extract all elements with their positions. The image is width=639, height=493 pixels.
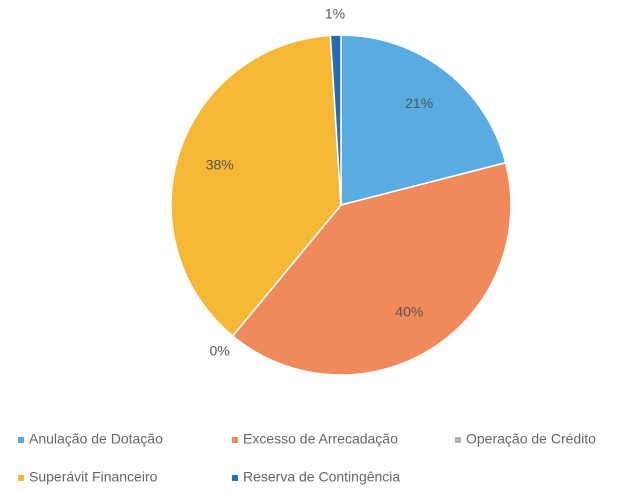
data-label: 0% <box>210 342 230 358</box>
legend-swatch <box>18 437 24 443</box>
legend-swatch <box>232 475 238 481</box>
pie-slice <box>231 161 512 376</box>
legend-label: Excesso de Arrecadação <box>243 431 398 447</box>
data-label: 21% <box>405 95 433 111</box>
data-label: 1% <box>325 5 345 21</box>
data-label: 40% <box>395 303 423 319</box>
legend-label: Operação de Crédito <box>466 431 596 447</box>
legend-label: Superávit Financeiro <box>29 469 158 485</box>
legend-label: Reserva de Contingência <box>243 469 400 485</box>
legend-swatch <box>18 475 24 481</box>
legend-swatch <box>232 437 238 443</box>
pie-slice <box>340 34 507 206</box>
data-label: 38% <box>206 156 234 172</box>
pie-slice <box>329 34 342 206</box>
legend-swatch <box>455 437 461 443</box>
pie-slice <box>170 34 342 338</box>
legend-label: Anulação de Dotação <box>29 431 163 447</box>
